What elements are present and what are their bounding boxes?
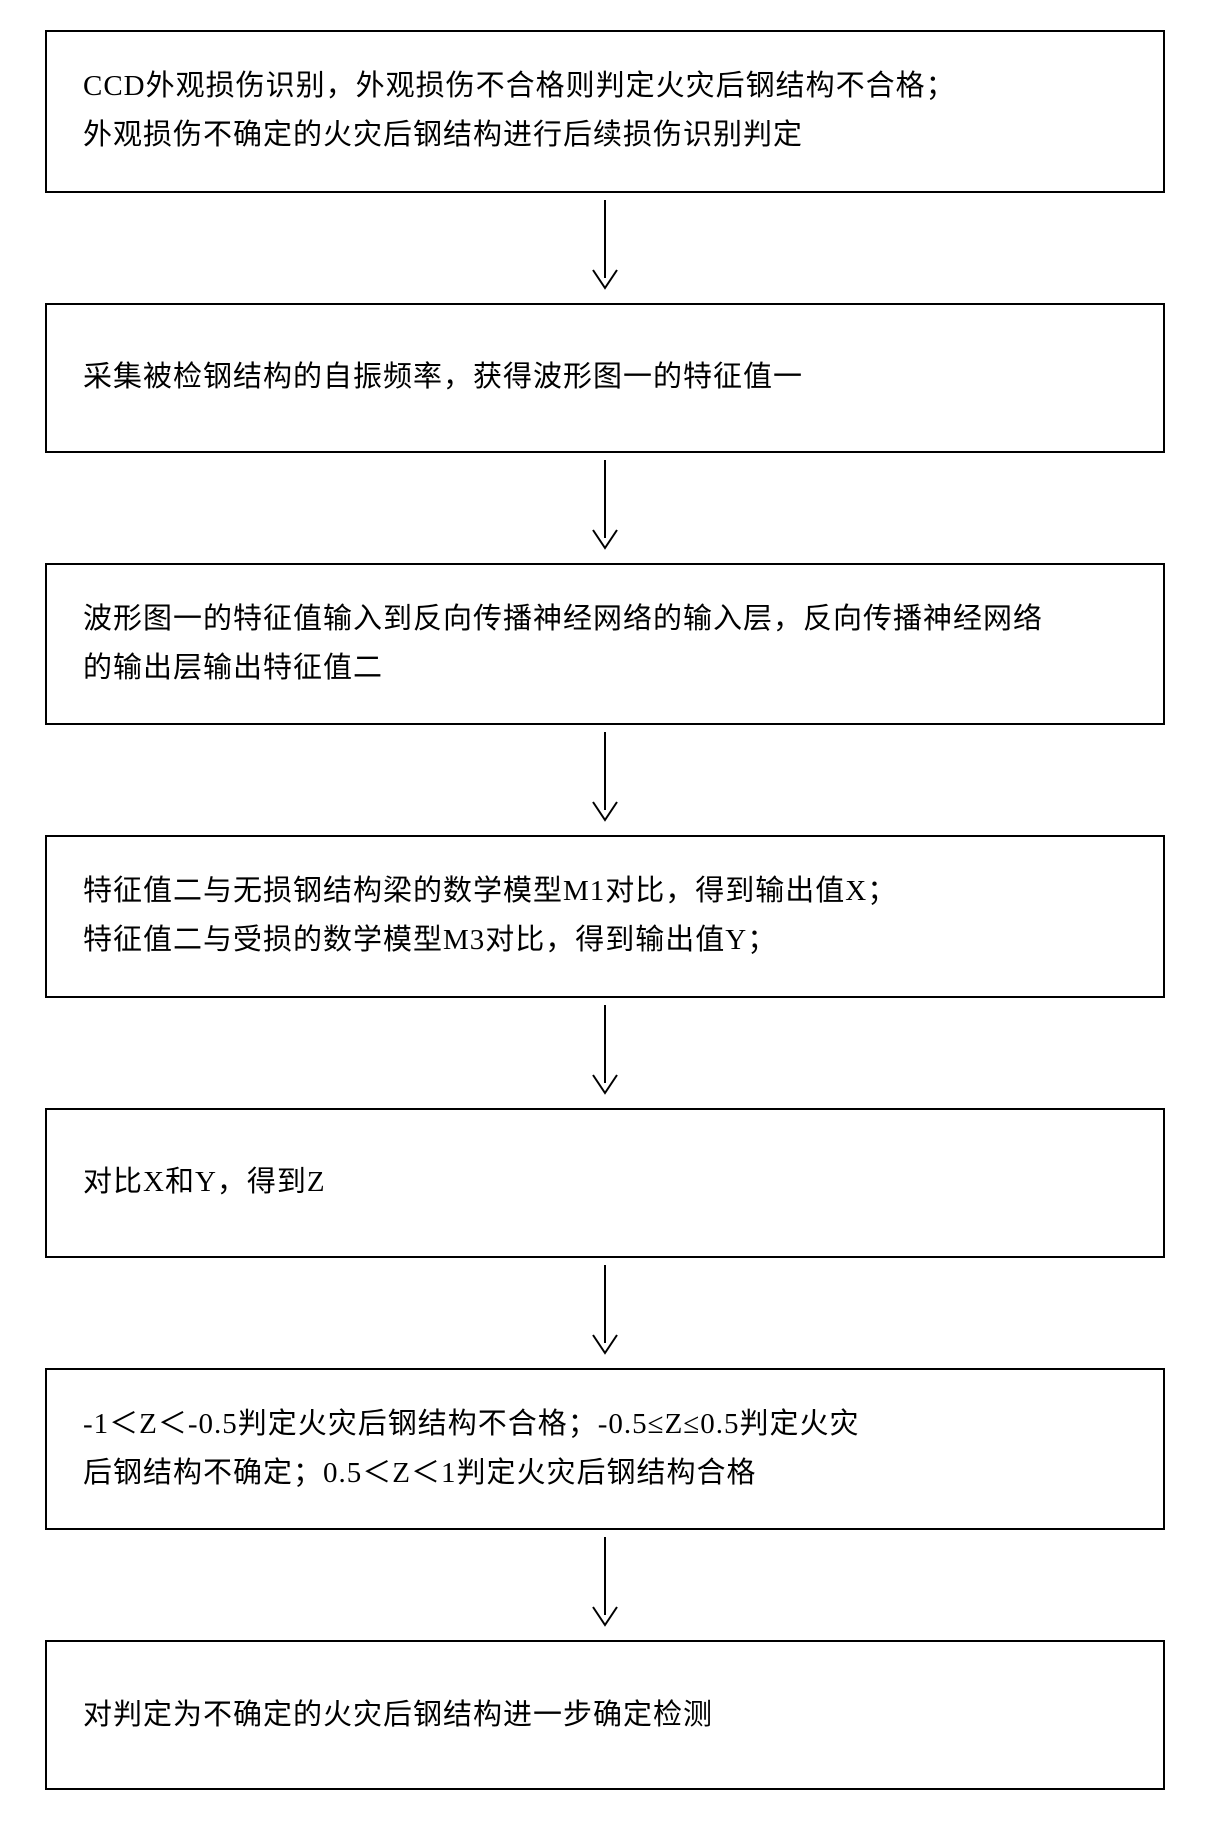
- flow-node-text: 采集被检钢结构的自振频率，获得波形图一的特征值一: [83, 353, 1133, 402]
- flow-node-2: 采集被检钢结构的自振频率，获得波形图一的特征值一: [45, 303, 1165, 453]
- flow-node-text: CCD外观损伤识别，外观损伤不合格则判定火灾后钢结构不合格；: [83, 62, 1133, 111]
- flow-arrow: [585, 453, 625, 563]
- flow-arrow: [585, 193, 625, 303]
- flow-node-7: 对判定为不确定的火灾后钢结构进一步确定检测: [45, 1640, 1165, 1790]
- flow-node-text: 波形图一的特征值输入到反向传播神经网络的输入层，反向传播神经网络: [83, 595, 1133, 644]
- flow-node-text: 外观损伤不确定的火灾后钢结构进行后续损伤识别判定: [83, 111, 1133, 160]
- flow-node-text: 后钢结构不确定；0.5＜Z＜1判定火灾后钢结构合格: [83, 1449, 1133, 1498]
- flow-arrow: [585, 1530, 625, 1640]
- flow-node-5: 对比X和Y，得到Z: [45, 1108, 1165, 1258]
- flow-arrow: [585, 725, 625, 835]
- flow-node-4: 特征值二与无损钢结构梁的数学模型M1对比，得到输出值X； 特征值二与受损的数学模…: [45, 835, 1165, 998]
- flow-node-text: 对判定为不确定的火灾后钢结构进一步确定检测: [83, 1691, 1133, 1740]
- flow-node-1: CCD外观损伤识别，外观损伤不合格则判定火灾后钢结构不合格； 外观损伤不确定的火…: [45, 30, 1165, 193]
- flow-node-6: -1＜Z＜-0.5判定火灾后钢结构不合格；-0.5≤Z≤0.5判定火灾 后钢结构…: [45, 1368, 1165, 1531]
- flow-node-text: 特征值二与受损的数学模型M3对比，得到输出值Y；: [83, 916, 1133, 965]
- flow-node-3: 波形图一的特征值输入到反向传播神经网络的输入层，反向传播神经网络 的输出层输出特…: [45, 563, 1165, 726]
- flow-arrow: [585, 1258, 625, 1368]
- flow-node-text: -1＜Z＜-0.5判定火灾后钢结构不合格；-0.5≤Z≤0.5判定火灾: [83, 1400, 1133, 1449]
- flow-node-text: 特征值二与无损钢结构梁的数学模型M1对比，得到输出值X；: [83, 867, 1133, 916]
- flow-arrow: [585, 998, 625, 1108]
- flow-node-text: 对比X和Y，得到Z: [83, 1158, 1133, 1207]
- flowchart-container: CCD外观损伤识别，外观损伤不合格则判定火灾后钢结构不合格； 外观损伤不确定的火…: [0, 0, 1210, 1830]
- flow-node-text: 的输出层输出特征值二: [83, 644, 1133, 693]
